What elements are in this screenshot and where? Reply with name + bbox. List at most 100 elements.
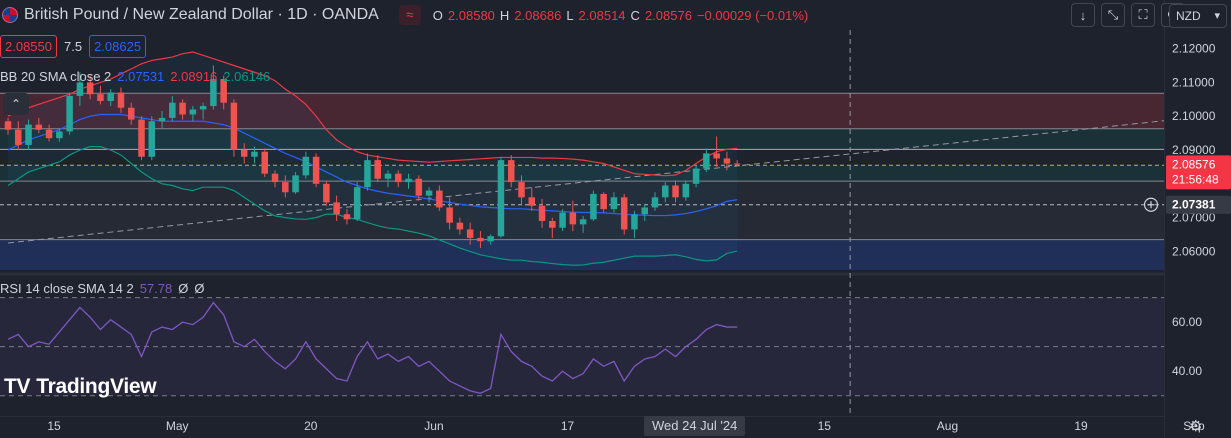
collapse-legend-button[interactable]: ⌃	[3, 93, 29, 115]
wave-icon[interactable]: ≈	[398, 5, 421, 25]
candle-body	[415, 178, 423, 196]
candle-body	[487, 236, 494, 242]
trend-line-segment	[7, 113, 1231, 244]
time-tick-label: Aug	[937, 419, 958, 433]
high-key: H	[499, 7, 510, 23]
tradingview-logo[interactable]: TV TradingView	[4, 375, 157, 399]
candle-body	[66, 95, 73, 132]
symbol-title[interactable]: British Pound / New Zealand Dollar · 1D …	[24, 6, 379, 23]
bb-legend-label: BB 20 SMA close 2	[0, 69, 112, 84]
currency-select[interactable]: NZD	[1169, 4, 1227, 28]
candle-body	[384, 173, 392, 179]
high-value: 2.08686	[514, 7, 562, 23]
bb-band-area	[8, 51, 738, 266]
candle-body	[86, 82, 94, 95]
rsi-tick-label: 60.00	[1172, 315, 1202, 329]
candle-body	[220, 79, 227, 103]
tradingview-logo-icon: TV	[4, 375, 31, 398]
candle-body	[56, 131, 63, 139]
candle-body	[302, 156, 310, 176]
candle	[590, 190, 597, 221]
crosshair-date-label: Wed 24 Jul '24	[644, 416, 746, 436]
candle	[477, 231, 484, 249]
candle	[302, 151, 310, 179]
bb-lower-value: 2.06146	[223, 69, 271, 84]
settings-gear-icon[interactable]: ⚙	[1189, 418, 1203, 435]
candle	[312, 153, 320, 188]
gbp-nzd-flag-icon	[2, 7, 18, 23]
candle-body	[651, 197, 659, 208]
candle-body	[549, 220, 556, 228]
candle	[56, 128, 63, 142]
candle	[374, 155, 381, 183]
chart-header: British Pound / New Zealand Dollar · 1D …	[0, 0, 1165, 30]
candle-body	[343, 214, 351, 220]
candle-body	[35, 124, 43, 130]
rsi-legend-label: RSI 14 close SMA 14 2	[0, 281, 134, 296]
trade-buttons: 2.08550 7.5 2.08625	[0, 33, 147, 59]
add-alert-plus-icon[interactable]	[1143, 197, 1159, 212]
bb-basis-value: 2.07531	[117, 69, 165, 84]
candle-body	[600, 193, 607, 210]
candle-body	[117, 92, 125, 108]
price-axis[interactable]: 2.120002.110002.100002.090002.080002.070…	[1164, 0, 1231, 438]
time-tick-label: May	[166, 419, 189, 433]
fullscreen-icon[interactable]: ⤡	[1101, 3, 1125, 27]
candles	[4, 65, 741, 249]
ohlc-values: O 2.08580 H 2.08686 L 2.08514 C 2.08576 −0.0…	[433, 8, 808, 23]
rsi-value: 57.78	[139, 281, 173, 296]
price-tick-label: 2.10000	[1172, 109, 1216, 123]
plus-circle	[1143, 197, 1159, 212]
candle-body	[569, 212, 577, 225]
time-axis[interactable]: 15May20Jun17Jul15Aug19Sep16Oct	[0, 416, 1231, 434]
candle	[240, 143, 248, 164]
bb-legend[interactable]: BB 20 SMA close 2 2.07531 2.08916 2.0614…	[0, 69, 270, 84]
candle-body	[436, 190, 443, 208]
candle	[220, 75, 227, 110]
horizontal-levels	[0, 92, 1164, 241]
open-key: O	[432, 7, 443, 23]
candle	[179, 99, 186, 120]
candle	[733, 160, 741, 167]
candle	[25, 119, 32, 150]
sell-button[interactable]: 2.08550	[0, 34, 57, 58]
candle-body	[692, 168, 700, 184]
candle	[446, 197, 453, 230]
candle	[251, 146, 258, 164]
candle-body	[456, 222, 464, 230]
candle-body	[189, 109, 197, 115]
last-price-countdown: 21:56:48	[1172, 172, 1219, 186]
candle-body	[528, 197, 536, 206]
candle	[45, 124, 53, 142]
last-price-tag	[1166, 155, 1231, 190]
expand-icon[interactable]: ⛶	[1131, 3, 1155, 27]
buy-button[interactable]: 2.08625	[89, 34, 147, 58]
candle-body	[76, 82, 84, 96]
candle-body	[210, 79, 217, 107]
candle	[395, 170, 402, 188]
close-value: 2.08576	[644, 7, 692, 23]
trend-line[interactable]	[7, 89, 1231, 244]
rsi-ma-value: Ø	[178, 281, 189, 296]
candle	[117, 87, 125, 113]
candle	[703, 148, 710, 172]
candle	[148, 116, 156, 161]
arrow-down-icon[interactable]: ↓	[1071, 3, 1095, 27]
candle-body	[682, 183, 690, 198]
candle	[15, 121, 22, 150]
crosshair-price-tag	[1166, 195, 1231, 214]
rsi-legend[interactable]: RSI 14 close SMA 14 2 57.78 Ø Ø	[0, 281, 204, 296]
time-tick-label: 19	[1074, 419, 1088, 433]
tradingview-logo-text: TradingView	[36, 375, 157, 398]
candle	[169, 95, 176, 122]
candle-body	[15, 129, 22, 145]
candle-body	[169, 102, 176, 118]
rsi-line	[7, 301, 738, 394]
candle	[559, 209, 566, 232]
candle	[528, 187, 536, 211]
price-zone-3	[0, 181, 1164, 205]
time-tick-label: Sep	[1183, 419, 1205, 433]
candle	[579, 215, 587, 233]
candle-body	[97, 94, 104, 101]
